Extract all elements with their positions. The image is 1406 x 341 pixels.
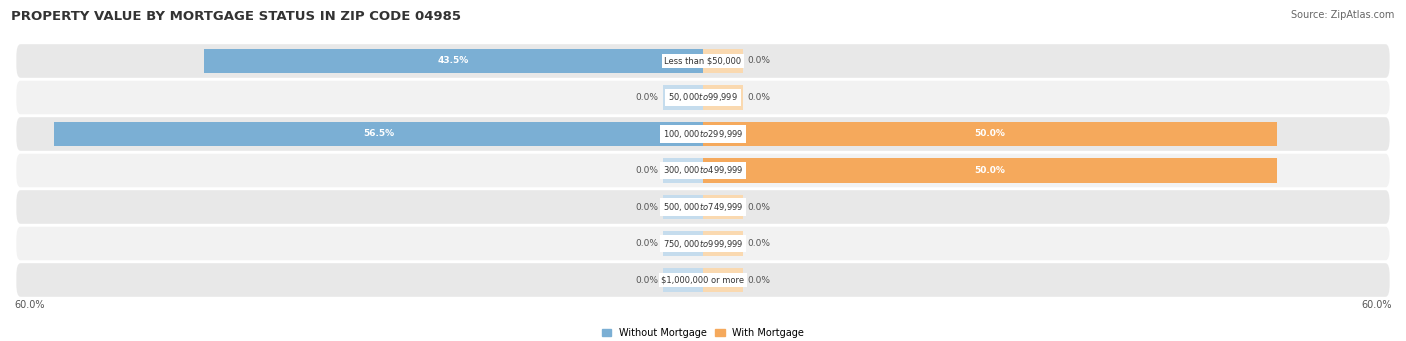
Text: 0.0%: 0.0% [636,203,658,211]
Bar [662,158,703,183]
FancyBboxPatch shape [17,44,1389,78]
Bar [662,268,703,293]
Text: 50.0%: 50.0% [974,130,1005,138]
Text: 0.0%: 0.0% [748,239,770,248]
Text: 0.0%: 0.0% [636,93,658,102]
Text: $1,000,000 or more: $1,000,000 or more [661,276,745,284]
Bar [703,231,744,256]
Bar [703,268,744,293]
Bar [703,122,1277,146]
Text: PROPERTY VALUE BY MORTGAGE STATUS IN ZIP CODE 04985: PROPERTY VALUE BY MORTGAGE STATUS IN ZIP… [11,10,461,23]
Text: 0.0%: 0.0% [636,239,658,248]
Bar [703,158,1277,183]
Text: 56.5%: 56.5% [363,130,394,138]
Text: $500,000 to $749,999: $500,000 to $749,999 [662,201,744,213]
Text: $300,000 to $499,999: $300,000 to $499,999 [662,164,744,177]
Text: 60.0%: 60.0% [1361,300,1392,310]
Bar [204,48,703,73]
Bar [662,85,703,110]
Text: $750,000 to $999,999: $750,000 to $999,999 [662,237,744,250]
Text: 0.0%: 0.0% [636,276,658,284]
Bar [703,85,744,110]
Text: 0.0%: 0.0% [748,276,770,284]
Text: 60.0%: 60.0% [14,300,45,310]
Bar [662,195,703,219]
Text: 43.5%: 43.5% [437,57,468,65]
Text: 0.0%: 0.0% [748,203,770,211]
Text: 0.0%: 0.0% [636,166,658,175]
Bar [55,122,703,146]
Text: $100,000 to $299,999: $100,000 to $299,999 [662,128,744,140]
FancyBboxPatch shape [17,81,1389,114]
Text: Less than $50,000: Less than $50,000 [665,57,741,65]
Text: Source: ZipAtlas.com: Source: ZipAtlas.com [1291,10,1395,20]
Bar [703,195,744,219]
Text: $50,000 to $99,999: $50,000 to $99,999 [668,91,738,104]
FancyBboxPatch shape [17,190,1389,224]
FancyBboxPatch shape [17,227,1389,260]
FancyBboxPatch shape [17,117,1389,151]
Bar [703,48,744,73]
Bar [662,231,703,256]
Text: 50.0%: 50.0% [974,166,1005,175]
FancyBboxPatch shape [17,154,1389,187]
Legend: Without Mortgage, With Mortgage: Without Mortgage, With Mortgage [598,324,808,341]
Text: 0.0%: 0.0% [748,93,770,102]
Text: 0.0%: 0.0% [748,57,770,65]
FancyBboxPatch shape [17,263,1389,297]
